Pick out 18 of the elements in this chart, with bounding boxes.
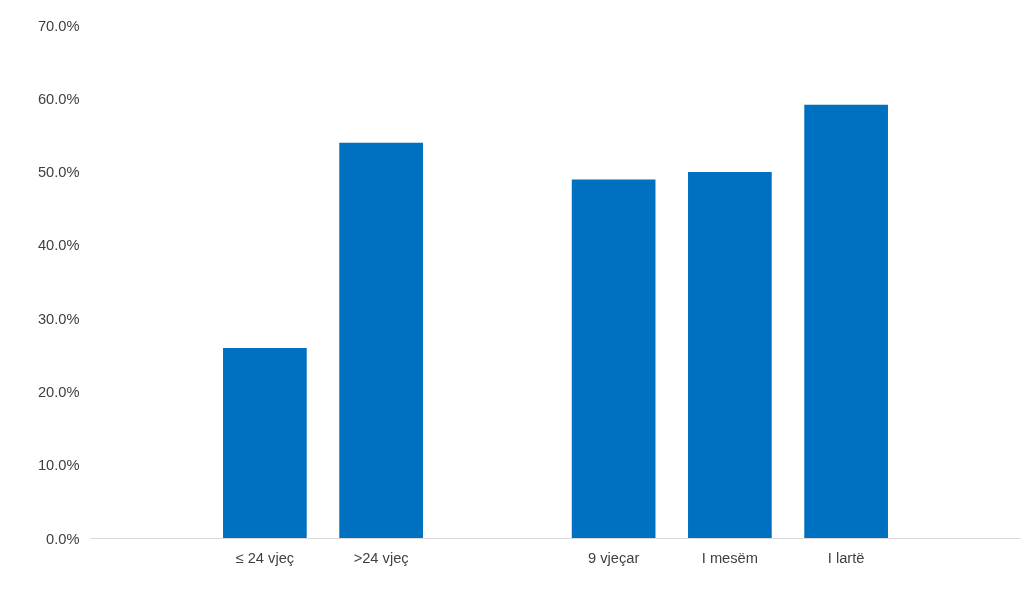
y-tick-label: 30.0% [37, 310, 80, 327]
bar [223, 347, 307, 539]
bar [339, 142, 423, 539]
x-tick-label: I mesëm [701, 549, 758, 566]
x-tick-label: ≤ 24 vjeç [235, 549, 295, 566]
bar [571, 179, 656, 539]
y-tick-label: 60.0% [37, 90, 80, 107]
bar [804, 104, 888, 539]
y-tick-label: 20.0% [37, 383, 80, 400]
y-tick-label: 70.0% [37, 17, 80, 34]
x-tick-label: I lartë [827, 549, 865, 566]
y-tick-label: 50.0% [37, 164, 80, 181]
x-tick-label: >24 vjeç [353, 549, 409, 566]
x-tick-label: 9 vjeçar [587, 549, 640, 566]
y-tick-label: 40.0% [37, 237, 80, 254]
y-tick-label: 0.0% [46, 530, 80, 547]
bar [688, 172, 772, 539]
y-tick-label: 10.0% [37, 457, 80, 474]
